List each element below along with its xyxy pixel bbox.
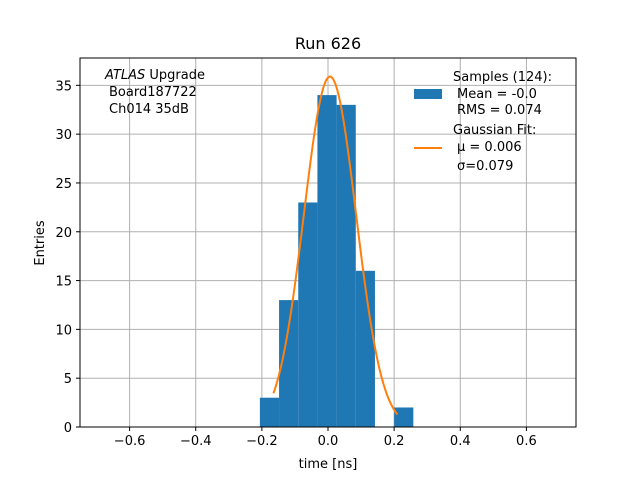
y-axis-ticks: 0 5 10 15 20 25 30 35 — [55, 79, 80, 436]
legend-samples-title: Samples (124): — [453, 70, 552, 85]
x-axis-label: time [ns] — [299, 457, 358, 472]
x-tick-label-5: 0.4 — [450, 434, 471, 449]
legend-samples-mean: Mean = -0.0 — [457, 87, 537, 102]
x-tick-label-4: 0.2 — [384, 434, 405, 449]
x-tick-label-0: −0.6 — [114, 434, 146, 449]
histogram-bar-1 — [279, 300, 299, 427]
x-tick-label-1: −0.4 — [180, 434, 212, 449]
legend-fit-title: Gaussian Fit: — [453, 123, 536, 138]
y-tick-label-3: 15 — [55, 275, 72, 290]
histogram-bar-3 — [317, 95, 337, 427]
annotation-atlas: ATLAS — [104, 68, 145, 83]
x-tick-label-3: 0.0 — [318, 434, 339, 449]
histogram-bar-7 — [394, 407, 414, 427]
histogram-bars — [259, 95, 414, 427]
legend-fit-sigma: σ=0.079 — [457, 159, 513, 174]
y-tick-label-0: 0 — [64, 421, 72, 436]
y-tick-label-5: 25 — [55, 177, 72, 192]
annotation-upgrade: Upgrade — [145, 68, 205, 83]
legend-swatch-samples — [414, 89, 442, 99]
x-tick-label-6: 0.6 — [516, 434, 537, 449]
y-tick-label-6: 30 — [55, 128, 72, 143]
legend: Samples (124): Mean = -0.0 RMS = 0.074 G… — [414, 70, 552, 174]
y-tick-label-1: 5 — [64, 372, 72, 387]
histogram-bar-0 — [259, 397, 280, 427]
histogram-bar-4 — [336, 104, 356, 427]
fit-curve-group — [272, 75, 399, 416]
annotation-line-1: ATLAS Upgrade — [104, 68, 205, 83]
x-axis-ticks: −0.6 −0.4 −0.2 0.0 0.2 0.4 0.6 — [114, 427, 537, 449]
chart-title: Run 626 — [295, 34, 361, 53]
gaussian-fit-line — [272, 75, 399, 416]
histogram-bar-5 — [355, 270, 375, 427]
annotation-line-3: Ch014 35dB — [109, 102, 189, 117]
y-tick-label-7: 35 — [55, 79, 72, 94]
histogram-bar-2 — [298, 202, 318, 427]
annotation-line-2: Board187722 — [109, 85, 197, 100]
atlas-annotation: ATLAS Upgrade Board187722 Ch014 35dB — [104, 68, 205, 117]
x-tick-label-2: −0.2 — [246, 434, 278, 449]
legend-samples-rms: RMS = 0.074 — [457, 103, 542, 118]
y-tick-label-2: 10 — [55, 323, 72, 338]
legend-fit-mu: μ = 0.006 — [457, 140, 522, 155]
y-tick-label-4: 20 — [55, 226, 72, 241]
y-axis-label: Entries — [33, 220, 48, 266]
